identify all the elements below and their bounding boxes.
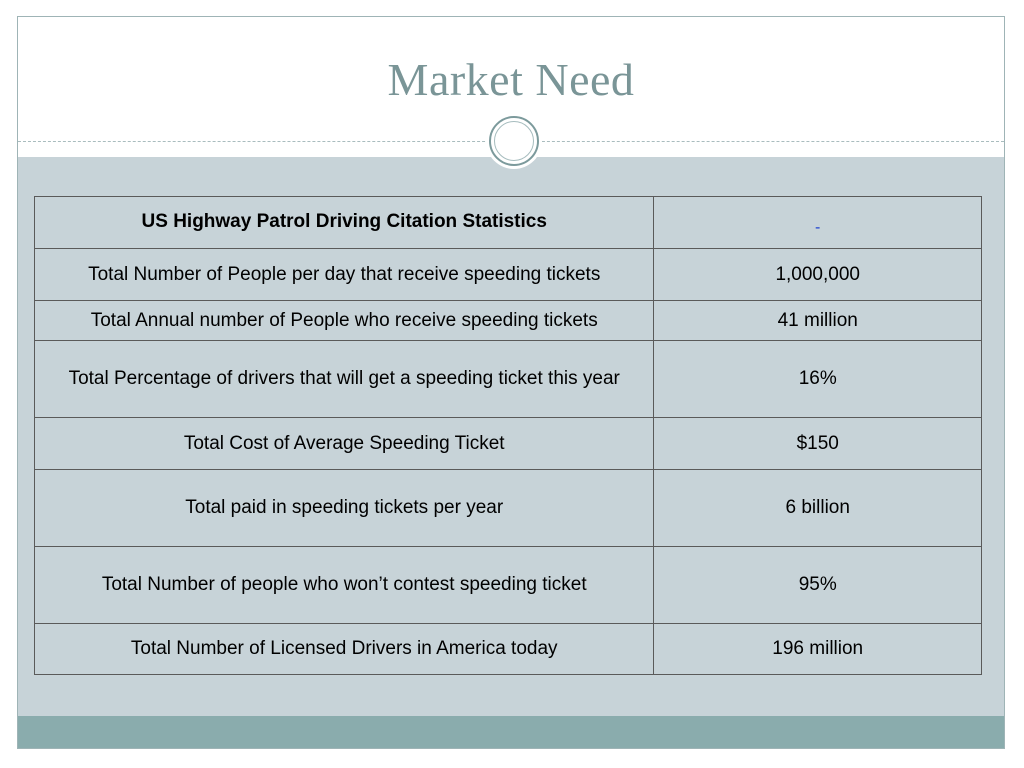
row-value: 41 million xyxy=(653,300,982,341)
table-header-value: - xyxy=(653,196,982,249)
row-label: Total Number of people who won’t contest… xyxy=(33,546,655,624)
table-row: Total Number of Licensed Drivers in Amer… xyxy=(33,623,982,675)
row-value: 6 billion xyxy=(653,469,982,547)
circle-ornament-icon xyxy=(486,113,542,169)
row-value: 196 million xyxy=(653,623,982,675)
table-header-row: US Highway Patrol Driving Citation Stati… xyxy=(33,196,982,249)
table-row: Total paid in speeding tickets per year … xyxy=(33,469,982,547)
ornament-outer-ring xyxy=(489,116,539,166)
citation-statistics-table: US Highway Patrol Driving Citation Stati… xyxy=(33,196,982,675)
table-row: Total Number of People per day that rece… xyxy=(33,248,982,301)
row-label: Total Percentage of drivers that will ge… xyxy=(33,340,655,418)
row-label: Total paid in speeding tickets per year xyxy=(33,469,655,547)
row-label: Total Cost of Average Speeding Ticket xyxy=(33,417,655,470)
ornament-inner-ring xyxy=(494,121,534,161)
slide-title: Market Need xyxy=(387,54,635,105)
table-row: Total Cost of Average Speeding Ticket $1… xyxy=(33,417,982,470)
row-label: Total Number of Licensed Drivers in Amer… xyxy=(33,623,655,675)
row-label: Total Annual number of People who receiv… xyxy=(33,300,655,341)
table-row: Total Annual number of People who receiv… xyxy=(33,300,982,341)
row-value: 1,000,000 xyxy=(653,248,982,301)
footer-bar xyxy=(18,716,1004,748)
row-value: 16% xyxy=(653,340,982,418)
row-value: 95% xyxy=(653,546,982,624)
table-row: Total Number of people who won’t contest… xyxy=(33,546,982,624)
row-value: $150 xyxy=(653,417,982,470)
table-header-label: US Highway Patrol Driving Citation Stati… xyxy=(33,196,655,249)
row-label: Total Number of People per day that rece… xyxy=(33,248,655,301)
table-row: Total Percentage of drivers that will ge… xyxy=(33,340,982,418)
